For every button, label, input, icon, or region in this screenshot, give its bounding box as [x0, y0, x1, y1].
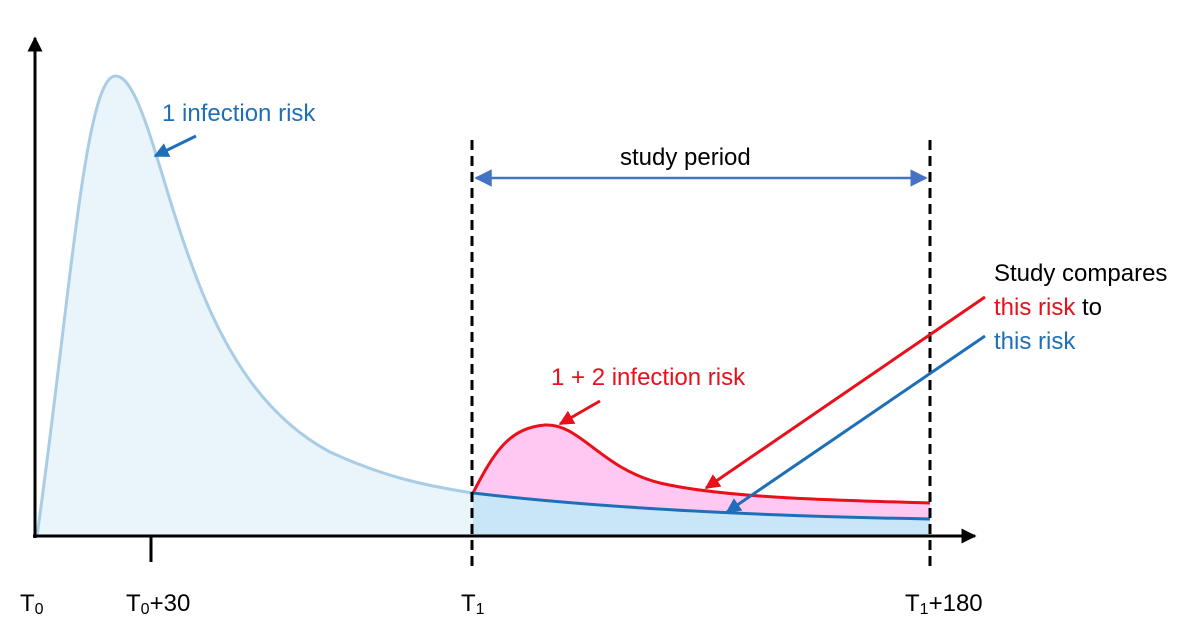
compares-line-1: Study compares: [994, 260, 1168, 287]
compares-line-2: this risk to: [994, 296, 1102, 320]
tick-label-t1-180: T1+180: [905, 590, 983, 618]
tick-label-t0: T0: [20, 590, 44, 618]
compare-blue-pointer: [725, 334, 986, 514]
single-risk-curve: [472, 491, 931, 521]
reinfection-pointer: [558, 399, 601, 426]
one-infection-pointer: [153, 134, 197, 158]
compares-this-risk-red: this risk: [994, 294, 1076, 321]
compares-line-3: this risk: [994, 328, 1076, 355]
reinfection-area: [473, 424, 930, 519]
tick-label-t0-30: T0+30: [126, 590, 191, 618]
first-infection-area: [37, 75, 473, 537]
single-risk-area: [473, 493, 930, 536]
compare-red-pointer: [704, 295, 986, 490]
study-period-label: study period: [620, 144, 751, 171]
one-infection-label: 1 infection risk: [162, 100, 316, 127]
compares-to: to: [1075, 294, 1103, 321]
tick-label-t1: T1: [461, 590, 485, 618]
reinfection-label: 1 + 2 infection risk: [551, 364, 746, 391]
reinfection-curve: [471, 423, 931, 505]
first-infection-curve: [35, 74, 474, 537]
